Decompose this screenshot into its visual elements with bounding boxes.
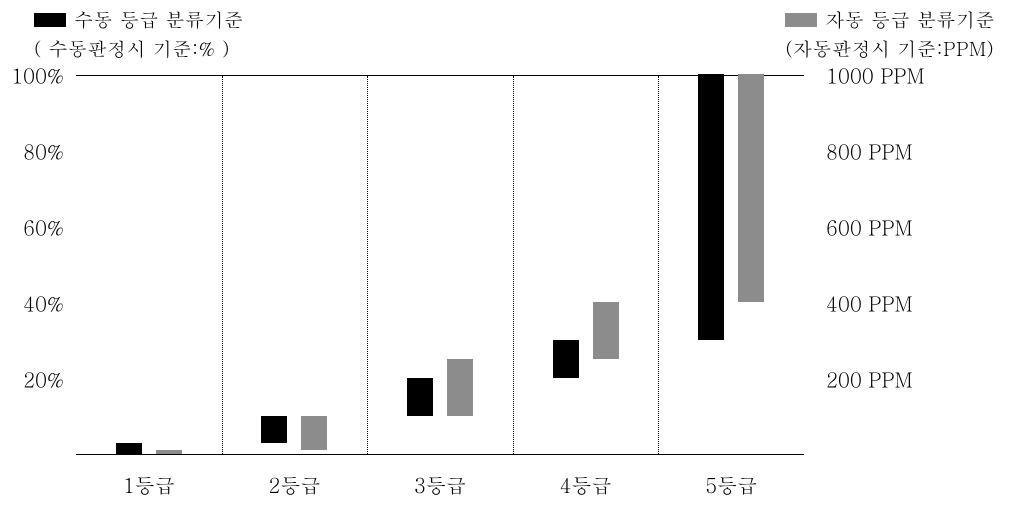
legend-left-swatch [34, 13, 66, 27]
y-tick-right: 800 PPM [826, 137, 912, 166]
y-tick-right: 200 PPM [826, 365, 912, 394]
bar-auto [447, 359, 473, 416]
category-divider [658, 76, 659, 454]
bar-auto [738, 74, 764, 302]
legend-left-subtitle: ( 수동판정시 기준:% ) [34, 35, 244, 62]
x-axis: 1등급 2등급 3등급 4등급 5등급 [76, 460, 804, 500]
category-divider [513, 76, 514, 454]
legend-right-title: 자동 등급 분류기준 [825, 6, 995, 33]
bar-auto [593, 302, 619, 359]
y-axis-left: 20%40%60%80%100% [0, 75, 72, 455]
y-tick-left: 20% [23, 365, 64, 394]
bar-manual [116, 443, 142, 454]
legend-right: 자동 등급 분류기준 (자동판정시 기준:PPM) [785, 6, 995, 62]
category-divider [222, 76, 223, 454]
legend-right-subtitle: (자동판정시 기준:PPM) [785, 35, 995, 62]
x-category-label: 4등급 [560, 470, 612, 499]
x-category-label: 2등급 [268, 470, 320, 499]
bar-auto [156, 450, 182, 454]
bar-manual [407, 378, 433, 416]
bar-manual [698, 74, 724, 340]
category-divider [367, 76, 368, 454]
plot-area [76, 75, 804, 455]
y-tick-right: 600 PPM [826, 213, 912, 242]
x-category-label: 5등급 [705, 470, 757, 499]
legend-left-title: 수동 등급 분류기준 [74, 6, 244, 33]
bar-manual [553, 340, 579, 378]
y-tick-right: 400 PPM [826, 289, 912, 318]
chart-container: 수동 등급 분류기준 ( 수동판정시 기준:% ) 자동 등급 분류기준 (자동… [0, 0, 1017, 517]
y-tick-left: 40% [23, 289, 64, 318]
legend-right-swatch [785, 13, 817, 27]
y-axis-right: 200 PPM400 PPM600 PPM800 PPM1000 PPM [812, 75, 1012, 455]
legend-left-row: 수동 등급 분류기준 [34, 6, 244, 33]
x-category-label: 1등급 [123, 470, 175, 499]
y-tick-left: 100% [11, 61, 64, 90]
bar-manual [261, 416, 287, 443]
bar-auto [301, 416, 327, 450]
legend-right-row: 자동 등급 분류기준 [785, 6, 995, 33]
legend-left: 수동 등급 분류기준 ( 수동판정시 기준:% ) [34, 6, 244, 62]
y-tick-left: 60% [23, 213, 64, 242]
y-tick-left: 80% [23, 137, 64, 166]
x-category-label: 3등급 [414, 470, 466, 499]
y-tick-right: 1000 PPM [826, 61, 924, 90]
